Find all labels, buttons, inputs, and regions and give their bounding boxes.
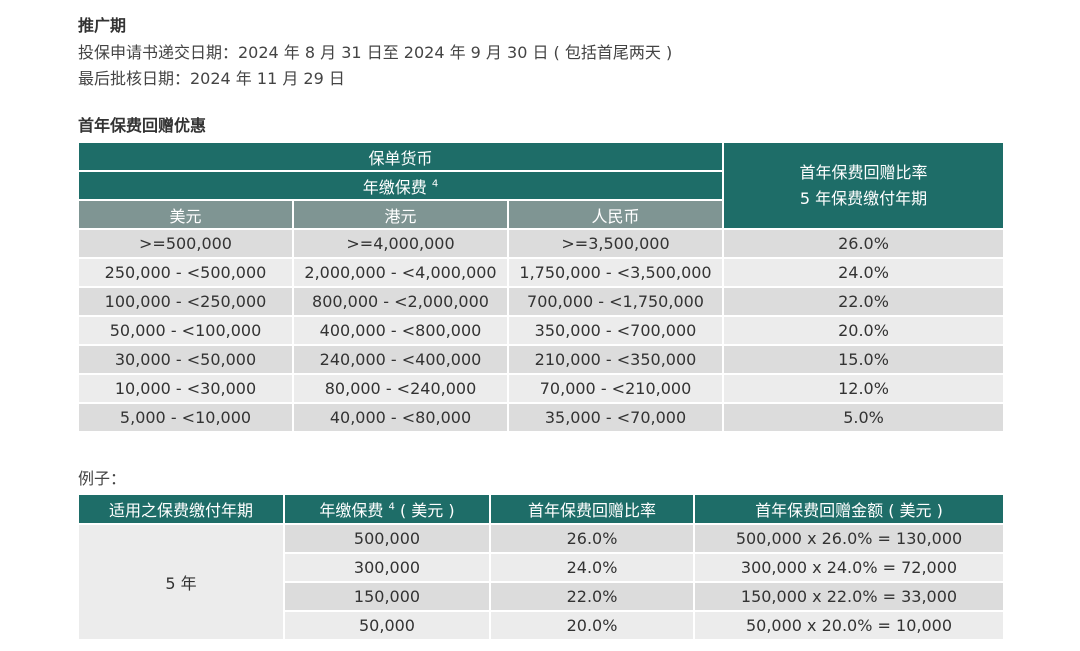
col-header-rmb: 人民币 bbox=[506, 199, 725, 230]
term-cell: 5 年 bbox=[77, 523, 285, 641]
hkd-band: 240,000 - <400,000 bbox=[292, 344, 509, 375]
usd-band: 10,000 - <30,000 bbox=[77, 373, 294, 404]
usd-band: >=500,000 bbox=[77, 228, 294, 259]
usd-band: 5,000 - <10,000 bbox=[77, 402, 294, 433]
rate-cell: 20.0% bbox=[489, 610, 695, 641]
header-premium-unit: ( 美元 ) bbox=[399, 501, 455, 520]
example-title: 例子： bbox=[78, 469, 127, 488]
rebate-rate: 15.0% bbox=[722, 344, 1006, 375]
rebate-rate: 24.0% bbox=[722, 257, 1006, 288]
hkd-band: >=4,000,000 bbox=[292, 228, 509, 259]
hkd-band: 400,000 - <800,000 bbox=[292, 315, 509, 346]
promo-approval-date: 最后批核日期：2024 年 11 月 29 日 bbox=[78, 69, 345, 88]
footnote-marker: 4 bbox=[388, 501, 395, 513]
col-header-hkd: 港元 bbox=[292, 199, 509, 230]
rate-header: 首年保费回赠比率 5 年保费缴付年期 bbox=[722, 141, 1006, 230]
table-row: 100,000 - <250,000 800,000 - <2,000,000 … bbox=[77, 286, 1006, 317]
table-row: 50,000 20.0% 50,000 x 20.0% = 10,000 bbox=[78, 610, 1005, 641]
premium-header-label: 年缴保费 bbox=[362, 177, 427, 197]
rebate-rate: 22.0% bbox=[722, 286, 1006, 317]
promo-submission-dates: 投保申请书递交日期：2024 年 8 月 31 日至 2024 年 9 月 30… bbox=[78, 43, 673, 62]
rmb-band: 1,750,000 - <3,500,000 bbox=[506, 257, 725, 288]
amount-cell: 50,000 x 20.0% = 10,000 bbox=[693, 610, 1005, 641]
table-row: >=500,000 >=4,000,000 >=3,500,000 26.0% bbox=[77, 228, 1006, 259]
usd-band: 100,000 - <250,000 bbox=[77, 286, 294, 317]
usd-band: 50,000 - <100,000 bbox=[77, 315, 294, 346]
footnote-marker: 4 bbox=[431, 178, 439, 190]
amount-cell: 500,000 x 26.0% = 130,000 bbox=[693, 523, 1005, 554]
header-premium-label: 年缴保费 bbox=[319, 501, 384, 520]
currency-header: 保单货币 bbox=[76, 141, 725, 172]
col-header-usd: 美元 bbox=[77, 199, 294, 230]
premium-header: 年缴保费 4 bbox=[76, 170, 725, 201]
table-row: 5 年 500,000 26.0% 500,000 x 26.0% = 130,… bbox=[77, 523, 1005, 641]
rebate-rate: 5.0% bbox=[722, 402, 1006, 433]
rate-cell: 22.0% bbox=[489, 581, 695, 612]
hkd-band: 800,000 - <2,000,000 bbox=[292, 286, 509, 317]
rmb-band: 700,000 - <1,750,000 bbox=[506, 286, 725, 317]
amount-cell: 150,000 x 22.0% = 33,000 bbox=[693, 581, 1005, 612]
rebate-rate-table: 保单货币 首年保费回赠比率 5 年保费缴付年期 年缴保费 4 美元 港元 人民币… bbox=[76, 141, 1006, 433]
table-row: 250,000 - <500,000 2,000,000 - <4,000,00… bbox=[77, 257, 1006, 288]
rate-header-line2: 5 年保费缴付年期 bbox=[799, 188, 928, 208]
header-premium: 年缴保费 4 ( 美元 ) bbox=[283, 493, 491, 525]
hkd-band: 2,000,000 - <4,000,000 bbox=[292, 257, 509, 288]
header-amount: 首年保费回赠金额 ( 美元 ) bbox=[693, 493, 1005, 525]
table-row: 5,000 - <10,000 40,000 - <80,000 35,000 … bbox=[77, 402, 1006, 433]
header-term: 适用之保费缴付年期 bbox=[77, 493, 285, 525]
premium-cell: 150,000 bbox=[283, 581, 491, 612]
table-row: 10,000 - <30,000 80,000 - <240,000 70,00… bbox=[77, 373, 1006, 404]
rebate-rate: 20.0% bbox=[722, 315, 1006, 346]
hkd-band: 80,000 - <240,000 bbox=[292, 373, 509, 404]
rmb-band: 35,000 - <70,000 bbox=[506, 402, 725, 433]
promo-title: 推广期 bbox=[78, 16, 127, 35]
usd-band: 250,000 - <500,000 bbox=[77, 257, 294, 288]
table-row: 30,000 - <50,000 240,000 - <400,000 210,… bbox=[77, 344, 1006, 375]
header-rate: 首年保费回赠比率 bbox=[489, 493, 695, 525]
rmb-band: 70,000 - <210,000 bbox=[506, 373, 725, 404]
rebate-rate: 26.0% bbox=[722, 228, 1006, 259]
hkd-band: 40,000 - <80,000 bbox=[292, 402, 509, 433]
rmb-band: 210,000 - <350,000 bbox=[506, 344, 725, 375]
rate-header-line1: 首年保费回赠比率 bbox=[799, 162, 928, 182]
premium-cell: 50,000 bbox=[283, 610, 491, 641]
table-row: 300,000 24.0% 300,000 x 24.0% = 72,000 bbox=[78, 552, 1005, 583]
rate-cell: 24.0% bbox=[489, 552, 695, 583]
table-row: 150,000 22.0% 150,000 x 22.0% = 33,000 bbox=[78, 581, 1005, 612]
rate-cell: 26.0% bbox=[489, 523, 695, 554]
rmb-band: 350,000 - <700,000 bbox=[506, 315, 725, 346]
rmb-band: >=3,500,000 bbox=[506, 228, 725, 259]
amount-cell: 300,000 x 24.0% = 72,000 bbox=[693, 552, 1005, 583]
usd-band: 30,000 - <50,000 bbox=[77, 344, 294, 375]
premium-cell: 300,000 bbox=[283, 552, 491, 583]
offer-title: 首年保费回赠优惠 bbox=[78, 116, 207, 135]
table-row: 50,000 - <100,000 400,000 - <800,000 350… bbox=[77, 315, 1006, 346]
example-table: 适用之保费缴付年期 年缴保费 4 ( 美元 ) 首年保费回赠比率 首年保费回赠金… bbox=[77, 493, 1005, 641]
premium-cell: 500,000 bbox=[283, 523, 491, 554]
rebate-rate: 12.0% bbox=[722, 373, 1006, 404]
